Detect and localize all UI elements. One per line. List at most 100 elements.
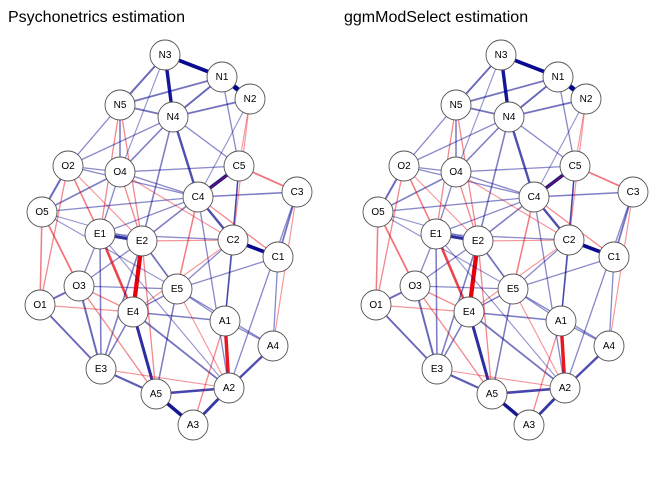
node-circle <box>104 89 136 121</box>
node-label: C4 <box>528 192 541 203</box>
node-a4: A4 <box>593 330 625 362</box>
edge-c1-e5 <box>512 256 615 290</box>
node-circle <box>617 176 649 208</box>
node-circle <box>257 330 289 362</box>
node-circle <box>85 353 117 385</box>
node-label: O5 <box>35 207 49 218</box>
edge-o5-o1 <box>375 211 379 306</box>
node-a2: A2 <box>213 372 245 404</box>
node-e5: E5 <box>497 273 529 305</box>
edge-o2-e2 <box>67 165 143 242</box>
node-label: O1 <box>33 300 47 311</box>
edge-o5-o1 <box>39 211 43 306</box>
node-a3: A3 <box>177 409 209 441</box>
node-label: C4 <box>192 192 205 203</box>
nodes-layer: N3 N1 N2 N5 N4 O2 O4 C5 C3 C4 O5 E1 E2 C2 C1 O1 O3 E5 E4 A1… <box>360 39 649 441</box>
edge-o3-e5 <box>78 285 178 290</box>
node-label: N5 <box>114 100 127 111</box>
node-e1: E1 <box>420 218 452 250</box>
node-circle <box>388 150 420 182</box>
node-n5: N5 <box>104 89 136 121</box>
node-e3: E3 <box>85 353 117 385</box>
node-label: A1 <box>219 316 232 327</box>
node-a1: A1 <box>545 305 577 337</box>
node-label: E3 <box>431 364 444 375</box>
edge-e1-c4 <box>435 196 535 235</box>
node-circle <box>281 176 313 208</box>
network-panel-1: N3 N1 N2 N5 N4 O2 O4 C5 C3 C4 O5 E1 E2 C2 C1 O1 O3 E5 E4 A1… <box>24 39 313 441</box>
node-circle <box>104 156 136 188</box>
node-e2: E2 <box>126 225 158 257</box>
node-label: A3 <box>523 420 536 431</box>
node-circle <box>24 289 56 321</box>
edge-c4-a2 <box>197 196 230 389</box>
node-circle <box>161 273 193 305</box>
node-o4: O4 <box>440 156 472 188</box>
edge-e5-a2 <box>176 288 230 389</box>
node-n1: N1 <box>542 61 574 93</box>
edge-e2-a5 <box>141 240 157 395</box>
node-circle <box>63 270 95 302</box>
node-label: E1 <box>94 229 107 240</box>
edge-e3-a2 <box>100 368 230 389</box>
node-circle <box>476 378 508 410</box>
edge-c1-e5 <box>176 256 279 290</box>
node-circle <box>149 39 181 71</box>
edge-o2-c4 <box>67 165 199 198</box>
node-c4: C4 <box>518 181 550 213</box>
node-o2: O2 <box>388 150 420 182</box>
edge-a1-a3 <box>528 320 562 426</box>
edge-e4-a2 <box>132 311 230 389</box>
node-label: N4 <box>167 112 180 123</box>
edge-n3-o4 <box>119 54 166 173</box>
edge-o2-n4 <box>67 116 174 167</box>
node-e3: E3 <box>421 353 453 385</box>
edge-c3-a2 <box>228 191 298 389</box>
node-circle <box>262 241 294 273</box>
node-label: C3 <box>627 187 640 198</box>
node-circle <box>421 353 453 385</box>
node-n5: N5 <box>440 89 472 121</box>
node-circle <box>485 39 517 71</box>
node-n3: N3 <box>485 39 517 71</box>
node-label: N1 <box>552 72 565 83</box>
edge-o2-c4 <box>403 165 535 198</box>
node-label: N5 <box>450 100 463 111</box>
node-circle <box>206 61 238 93</box>
node-circle <box>453 296 485 328</box>
edge-e1-e3 <box>99 233 102 370</box>
node-circle <box>177 409 209 441</box>
node-a5: A5 <box>140 378 172 410</box>
node-a4: A4 <box>257 330 289 362</box>
node-circle <box>213 372 245 404</box>
node-label: E5 <box>171 284 184 295</box>
node-label: E1 <box>430 229 443 240</box>
edge-o1-e4 <box>375 304 470 313</box>
node-circle <box>559 150 591 182</box>
edge-n1-n5 <box>455 76 559 106</box>
node-label: E4 <box>463 307 476 318</box>
node-label: A4 <box>267 341 280 352</box>
node-label: O4 <box>449 167 463 178</box>
node-circle <box>570 83 602 115</box>
node-n4: N4 <box>157 101 189 133</box>
node-circle <box>493 101 525 133</box>
node-label: C1 <box>608 252 621 263</box>
node-c1: C1 <box>598 241 630 273</box>
edge-e5-a5 <box>155 288 178 395</box>
node-label: C3 <box>291 187 304 198</box>
node-label: A5 <box>486 389 499 400</box>
node-e2: E2 <box>462 225 494 257</box>
edge-e4-a2 <box>468 311 566 389</box>
node-o5: O5 <box>26 196 58 228</box>
node-circle <box>182 181 214 213</box>
node-a1: A1 <box>209 305 241 337</box>
node-c3: C3 <box>617 176 649 208</box>
node-o1: O1 <box>360 289 392 321</box>
edge-e3-a2 <box>436 368 566 389</box>
edge-o1-e4 <box>39 304 134 313</box>
node-o3: O3 <box>63 270 95 302</box>
network-panel-2: N3 N1 N2 N5 N4 O2 O4 C5 C3 C4 O5 E1 E2 C2 C1 O1 O3 E5 E4 A1… <box>360 39 649 441</box>
node-n4: N4 <box>493 101 525 133</box>
